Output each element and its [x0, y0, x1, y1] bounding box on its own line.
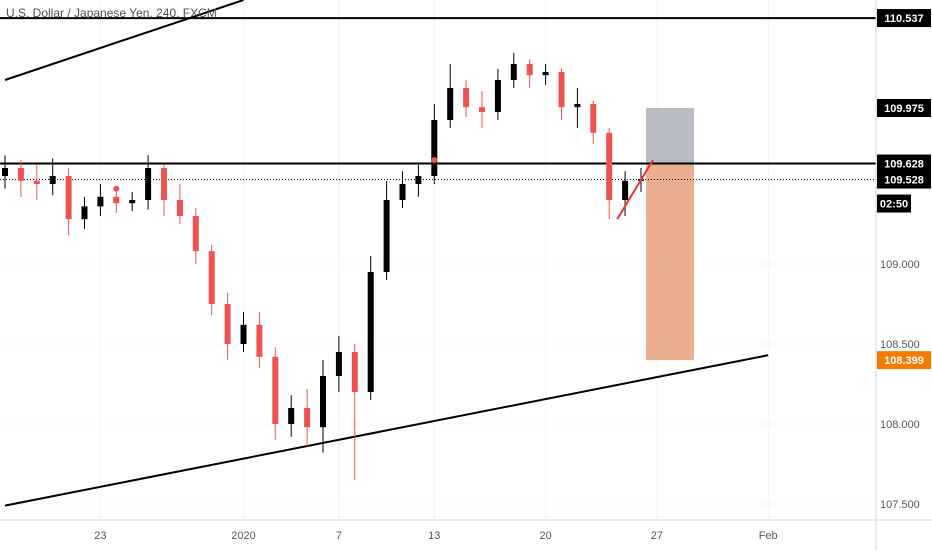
candle-body: [558, 72, 565, 108]
candle-body: [304, 408, 311, 428]
candle-body: [129, 200, 136, 204]
candle-body: [161, 168, 167, 200]
signal-marker: [192, 216, 199, 223]
candle-body: [367, 272, 374, 392]
candle-body: [65, 176, 72, 220]
candle-body: [288, 408, 295, 424]
countdown-box: [877, 194, 911, 213]
candle-body: [192, 216, 199, 252]
candle-body: [97, 196, 104, 207]
countdown-text: 02:50: [880, 199, 908, 211]
trendline: [4, 0, 244, 81]
x-tick-label: 13: [428, 530, 440, 542]
candle-body: [81, 206, 88, 220]
price-label-box: [877, 9, 931, 28]
candle-body: [606, 132, 613, 200]
trendline: [4, 354, 769, 507]
candle-body: [208, 251, 215, 304]
red-trend-segment: [616, 159, 654, 220]
candle-body: [415, 176, 422, 184]
candle-body: [510, 64, 517, 80]
y-tick-label: 109.000: [880, 259, 920, 271]
chart-title: U.S. Dollar / Japanese Yen, 240, FXCM: [6, 6, 217, 20]
candle-body: [176, 200, 183, 216]
stop-loss-zone: [646, 108, 694, 164]
x-tick-label: 7: [336, 530, 342, 542]
candle-body: [526, 64, 533, 76]
candle-body: [479, 107, 485, 112]
take-profit-zone: [646, 163, 694, 361]
candle-body: [431, 120, 438, 176]
x-tick-label: 27: [651, 530, 663, 542]
candle-body: [622, 180, 629, 200]
candle-body: [320, 376, 326, 428]
price-label-text: 110.537: [884, 13, 923, 25]
candle-body: [145, 168, 152, 200]
candle-body: [17, 168, 24, 181]
candle-body: [240, 324, 247, 344]
price-label-text: 108.399: [884, 355, 924, 367]
price-label-text: 109.628: [884, 159, 924, 171]
x-tick-label: 23: [94, 530, 106, 542]
x-tick-label: Feb: [759, 530, 778, 542]
candle-body: [351, 352, 358, 392]
candle-body: [2, 168, 8, 176]
y-tick-label: 107.500: [880, 499, 920, 511]
price-label-box: [877, 99, 931, 117]
candle-body: [574, 104, 581, 108]
candle-body: [272, 356, 279, 424]
y-tick-label: 108.500: [880, 339, 920, 351]
candle-body: [494, 80, 501, 112]
candle-body: [256, 324, 263, 357]
x-tick-label: 20: [539, 530, 551, 542]
candle-body: [224, 304, 231, 344]
price-label-text: 109.528: [884, 175, 924, 187]
price-label-box: [877, 351, 931, 370]
x-tick-label: 2020: [231, 530, 255, 542]
signal-marker: [431, 157, 438, 163]
candle-body: [590, 104, 597, 133]
price-label-box: [877, 154, 931, 173]
price-label-text: 109.975: [884, 103, 924, 115]
candle-body: [542, 72, 549, 76]
y-tick-label: 108.000: [880, 419, 920, 431]
candle-body: [447, 88, 454, 120]
price-label-box: [877, 170, 931, 189]
candle-body: [49, 176, 56, 184]
candle-body: [399, 184, 406, 200]
candle-body: [463, 88, 470, 108]
signal-marker: [113, 185, 120, 192]
candle-body: [383, 200, 390, 272]
candle-body: [113, 196, 120, 204]
candle-body: [335, 352, 342, 376]
candle-body: [33, 180, 40, 184]
